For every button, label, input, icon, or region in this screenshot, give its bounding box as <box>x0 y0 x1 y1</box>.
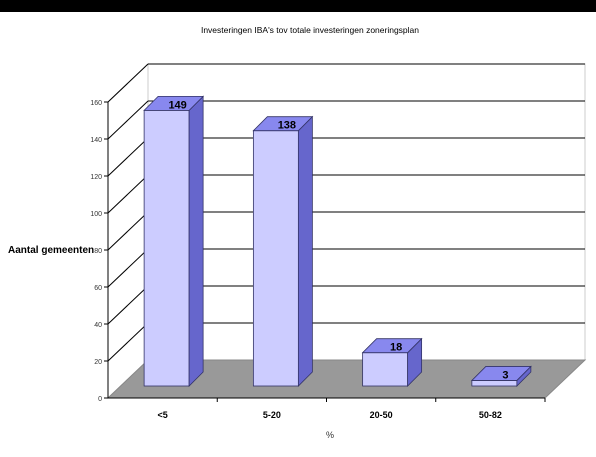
x-tick-label: 50-82 <box>479 410 502 420</box>
grid-line-diagonal <box>107 211 149 251</box>
y-tick-label: 60 <box>94 285 102 292</box>
chart-title: Investeringen IBA's tov totale investeri… <box>201 25 419 35</box>
grid-line-diagonal <box>107 174 149 214</box>
bar-top <box>143 95 205 111</box>
grid-line-diagonal <box>107 248 149 288</box>
grid-line-diagonal <box>107 100 149 140</box>
x-tick-label: 5-20 <box>263 410 281 420</box>
y-tick-label: 160 <box>90 100 102 107</box>
data-label: 138 <box>278 120 296 132</box>
top-rule <box>0 0 596 12</box>
x-axis-label: % <box>326 430 334 440</box>
y-axis-label: Aantal gemeenten <box>8 245 94 256</box>
bar-side <box>297 115 313 387</box>
data-label: 149 <box>168 99 186 111</box>
grid-line-diagonal <box>107 285 149 325</box>
bar-front <box>252 130 299 387</box>
bar-top <box>252 116 314 132</box>
bar-front <box>362 352 409 387</box>
grid-line-diagonal <box>107 137 149 177</box>
bar-front <box>471 380 518 387</box>
data-label: 3 <box>502 369 508 381</box>
y-tick-label: 40 <box>94 322 102 329</box>
y-tick-label: 140 <box>90 137 102 144</box>
x-tick-label: 20-50 <box>370 410 393 420</box>
bar-top <box>470 366 532 381</box>
y-tick-label: 20 <box>94 359 102 366</box>
x-axis: <5 5-20 20-50 50-82 <box>108 397 546 420</box>
y-tick-label: 80 <box>94 248 102 255</box>
y-tick-label: 120 <box>90 174 102 181</box>
y-tick-label: 0 <box>98 396 102 403</box>
grid-line-diagonal <box>107 322 149 362</box>
bar-top <box>361 338 423 354</box>
bar-side <box>188 95 204 387</box>
x-tick-label: <5 <box>157 410 167 420</box>
grid-lines <box>107 63 585 362</box>
grid-line-diagonal <box>107 63 149 103</box>
data-label: 18 <box>390 342 402 354</box>
y-axis: 0 20 40 60 80 100 120 140 160 <box>90 100 109 403</box>
bars: 149 138 18 3 <box>143 95 532 387</box>
y-tick-label: 100 <box>90 211 102 218</box>
bar-front <box>143 109 190 387</box>
